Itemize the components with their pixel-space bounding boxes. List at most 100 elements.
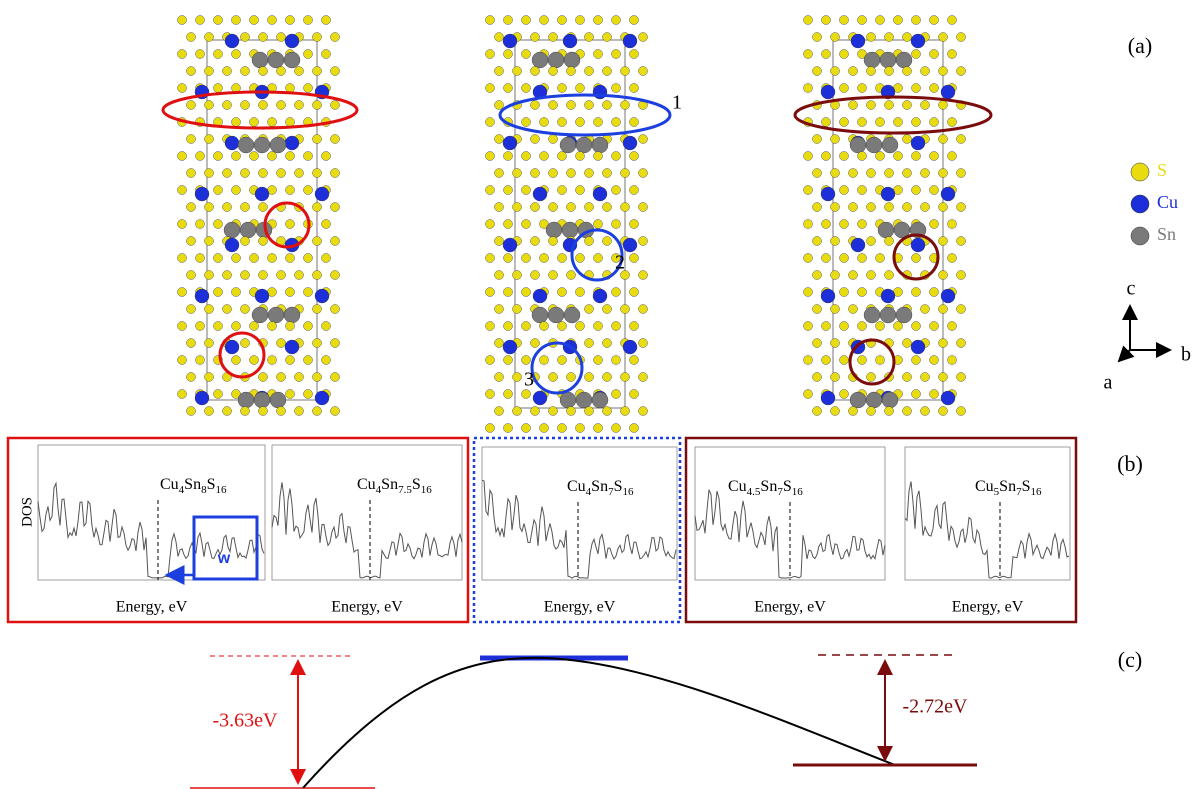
atom <box>813 305 822 314</box>
atom <box>813 169 822 178</box>
panel-label: (c) <box>1118 647 1142 672</box>
atom <box>840 50 849 59</box>
atom <box>240 222 256 238</box>
atom <box>560 392 576 408</box>
atom <box>495 33 504 42</box>
atom <box>548 52 564 68</box>
atom <box>585 373 594 382</box>
atom <box>486 390 495 399</box>
atom <box>858 322 867 331</box>
atom <box>277 339 286 348</box>
atom <box>912 50 921 59</box>
atom <box>957 135 966 144</box>
atom <box>957 339 966 348</box>
atom <box>531 101 540 110</box>
atom <box>867 271 876 280</box>
atom <box>592 137 608 153</box>
atom <box>822 50 831 59</box>
atom <box>214 152 223 161</box>
atom <box>540 322 549 331</box>
atom <box>223 271 232 280</box>
atom <box>594 50 603 59</box>
legend-swatch <box>1131 227 1149 245</box>
atom <box>486 152 495 161</box>
atom <box>259 203 268 212</box>
atom <box>522 16 531 25</box>
atom <box>205 373 214 382</box>
atom <box>178 254 187 263</box>
atom <box>286 84 295 93</box>
atom <box>178 186 187 195</box>
atom <box>603 339 612 348</box>
atom <box>205 339 214 348</box>
atom <box>594 322 603 331</box>
atom <box>930 220 939 229</box>
panel-label: (b) <box>1117 451 1143 476</box>
atom <box>232 16 241 25</box>
atom <box>532 307 548 323</box>
crystal-structures <box>178 16 966 433</box>
atom <box>558 322 567 331</box>
atom <box>522 288 531 297</box>
atom <box>630 356 639 365</box>
atom <box>882 137 898 153</box>
atom <box>558 84 567 93</box>
atom <box>178 84 187 93</box>
atom <box>214 186 223 195</box>
atom <box>822 356 831 365</box>
atom <box>885 33 894 42</box>
atom <box>612 424 621 433</box>
atom <box>630 118 639 127</box>
atom <box>486 424 495 433</box>
atom <box>531 271 540 280</box>
atom <box>564 307 580 323</box>
atom <box>187 407 196 416</box>
atom <box>603 67 612 76</box>
atom <box>921 169 930 178</box>
atom <box>313 339 322 348</box>
atom <box>813 373 822 382</box>
atom <box>205 407 214 416</box>
atom <box>504 288 513 297</box>
atom <box>612 118 621 127</box>
atom <box>187 237 196 246</box>
atom <box>313 271 322 280</box>
atom <box>849 271 858 280</box>
atom <box>187 169 196 178</box>
atom <box>866 392 882 408</box>
atom <box>930 322 939 331</box>
atom <box>576 288 585 297</box>
atom <box>558 186 567 195</box>
atom <box>813 33 822 42</box>
formula: Cu4.5Sn7S16 <box>728 478 803 498</box>
atom <box>831 339 840 348</box>
atom <box>259 169 268 178</box>
atom <box>178 390 187 399</box>
atom <box>840 220 849 229</box>
atom <box>630 50 639 59</box>
atom <box>948 220 957 229</box>
atom <box>504 84 513 93</box>
atom <box>178 16 187 25</box>
atom <box>322 254 331 263</box>
atom <box>894 152 903 161</box>
atom <box>270 392 286 408</box>
x-axis-label: Energy, eV <box>754 599 826 616</box>
atom <box>322 16 331 25</box>
atom <box>912 152 921 161</box>
atom <box>250 16 259 25</box>
formula-element: Cu <box>357 476 376 493</box>
atom <box>804 220 813 229</box>
atom <box>540 118 549 127</box>
atom <box>286 390 295 399</box>
atom <box>903 135 912 144</box>
atom <box>623 34 637 48</box>
atom <box>295 271 304 280</box>
atom <box>930 16 939 25</box>
atom <box>268 152 277 161</box>
atom <box>594 254 603 263</box>
atom <box>585 67 594 76</box>
atom <box>252 52 268 68</box>
formula-count: 7.5 <box>398 484 412 496</box>
atom <box>513 203 522 212</box>
